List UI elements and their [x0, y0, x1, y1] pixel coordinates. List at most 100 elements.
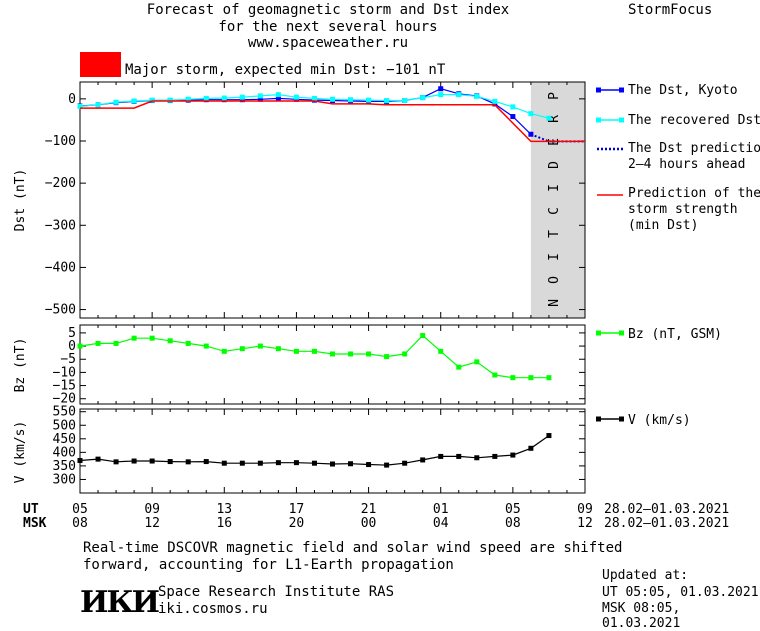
legend-label-storm-strength-3: (min Dst) [628, 218, 699, 233]
ut-tick-label: 09 [144, 502, 160, 517]
y-tick-label: −300 [45, 218, 76, 233]
msk-row-label: MSK [23, 516, 47, 531]
footer-note-line2: forward, accounting for L1-Earth propaga… [83, 557, 454, 573]
updated-label: Updated at: [602, 568, 689, 583]
data-point [528, 375, 534, 381]
data-point [402, 98, 408, 104]
ut-tick-label: 21 [361, 502, 377, 517]
prediction-label-letter: P [547, 92, 562, 100]
data-point [95, 340, 101, 346]
data-point [348, 97, 354, 103]
data-point [131, 98, 137, 104]
data-point [221, 460, 227, 466]
data-point [149, 458, 155, 464]
y-axis-label: V (km/s) [13, 421, 28, 484]
msk-tick-label: 12 [144, 516, 160, 531]
legend-label-recovered-dst: The recovered Dst [628, 113, 760, 128]
data-point [456, 92, 462, 98]
data-point [546, 375, 552, 381]
y-tick-label: 300 [53, 472, 76, 487]
msk-tick-label: 20 [289, 516, 305, 531]
data-point [474, 93, 480, 99]
chart-header: Forecast of geomagnetic storm and Dst in… [0, 0, 760, 60]
updated-ut: UT 05:05, 01.03.2021 [602, 585, 759, 600]
data-point [438, 348, 444, 354]
y-tick-label: 450 [53, 432, 76, 447]
data-point [420, 457, 426, 463]
data-point [77, 103, 83, 109]
data-point [257, 93, 263, 99]
storm-level-text: Major storm, expected min Dst: −101 nT [125, 62, 446, 78]
msk-tick-label: 08 [72, 516, 88, 531]
legend-label-v: V (km/s) [628, 413, 691, 428]
institute-url-link[interactable]: iki.cosmos.ru [158, 601, 268, 617]
ut-tick-label: 01 [433, 502, 449, 517]
legend-marker [619, 87, 624, 93]
msk-tick-label: 00 [361, 516, 377, 531]
prediction-label-letter: T [547, 230, 562, 238]
data-point [113, 99, 119, 105]
y-tick-label: 0 [68, 339, 76, 354]
prediction-label-letter: N [547, 299, 562, 307]
msk-tick-label: 12 [577, 516, 593, 531]
data-point [203, 95, 209, 101]
y-tick-label: 5 [68, 326, 76, 341]
data-point [95, 102, 101, 108]
data-point [77, 343, 83, 349]
data-point [221, 95, 227, 101]
data-point [257, 460, 263, 466]
data-point [330, 351, 335, 357]
data-point [185, 340, 191, 346]
data-point [366, 351, 372, 357]
data-point [366, 97, 372, 103]
msk-date-range: 28.02–01.03.2021 [604, 516, 730, 531]
legend-marker [619, 117, 624, 123]
y-tick-label: 500 [53, 418, 76, 433]
data-point [492, 372, 498, 378]
y-tick-label: 400 [53, 445, 76, 460]
y-tick-label: 0 [68, 92, 76, 107]
data-point [113, 340, 119, 346]
data-point [149, 335, 155, 341]
data-point [474, 455, 480, 461]
y-tick-label: −5 [60, 352, 76, 367]
y-tick-label: −15 [53, 379, 76, 394]
data-point [420, 333, 426, 339]
data-point [438, 86, 444, 92]
data-point [420, 95, 426, 101]
ut-tick-label: 09 [577, 502, 593, 517]
data-point [456, 364, 462, 370]
data-point [293, 460, 299, 466]
data-point [348, 461, 354, 467]
y-tick-label: −400 [45, 260, 76, 275]
prediction-label-letter: O [547, 276, 562, 284]
legend-label-dst-kyoto: The Dst, Kyoto [628, 83, 738, 98]
y-axis-label: Dst (nT) [13, 169, 28, 232]
data-point [402, 351, 408, 357]
legend-label-storm-strength-2: storm strength [628, 202, 738, 217]
data-point [311, 460, 317, 466]
data-point [257, 96, 263, 102]
prediction-label-letter: C [547, 207, 562, 215]
data-point [131, 458, 137, 464]
legend-marker [596, 416, 601, 422]
data-point [95, 456, 101, 462]
data-point [402, 460, 408, 466]
ut-date-range: 28.02–01.03.2021 [604, 502, 730, 517]
msk-tick-label: 08 [505, 516, 521, 531]
site-url-link[interactable]: www.spaceweather.ru [247, 35, 409, 51]
ut-tick-label: 05 [505, 502, 521, 517]
data-point [257, 343, 263, 349]
y-tick-label: −200 [45, 176, 76, 191]
series-line-3 [80, 100, 585, 143]
data-point [311, 348, 317, 354]
y-tick-label: 550 [53, 405, 76, 420]
storm-level-swatch [80, 52, 121, 77]
data-point [293, 348, 299, 354]
ut-row-label: UT [23, 502, 39, 517]
data-point [167, 97, 173, 103]
y-tick-label: −20 [53, 392, 76, 407]
data-point [366, 462, 372, 468]
data-point [275, 460, 281, 466]
data-point [293, 94, 299, 100]
